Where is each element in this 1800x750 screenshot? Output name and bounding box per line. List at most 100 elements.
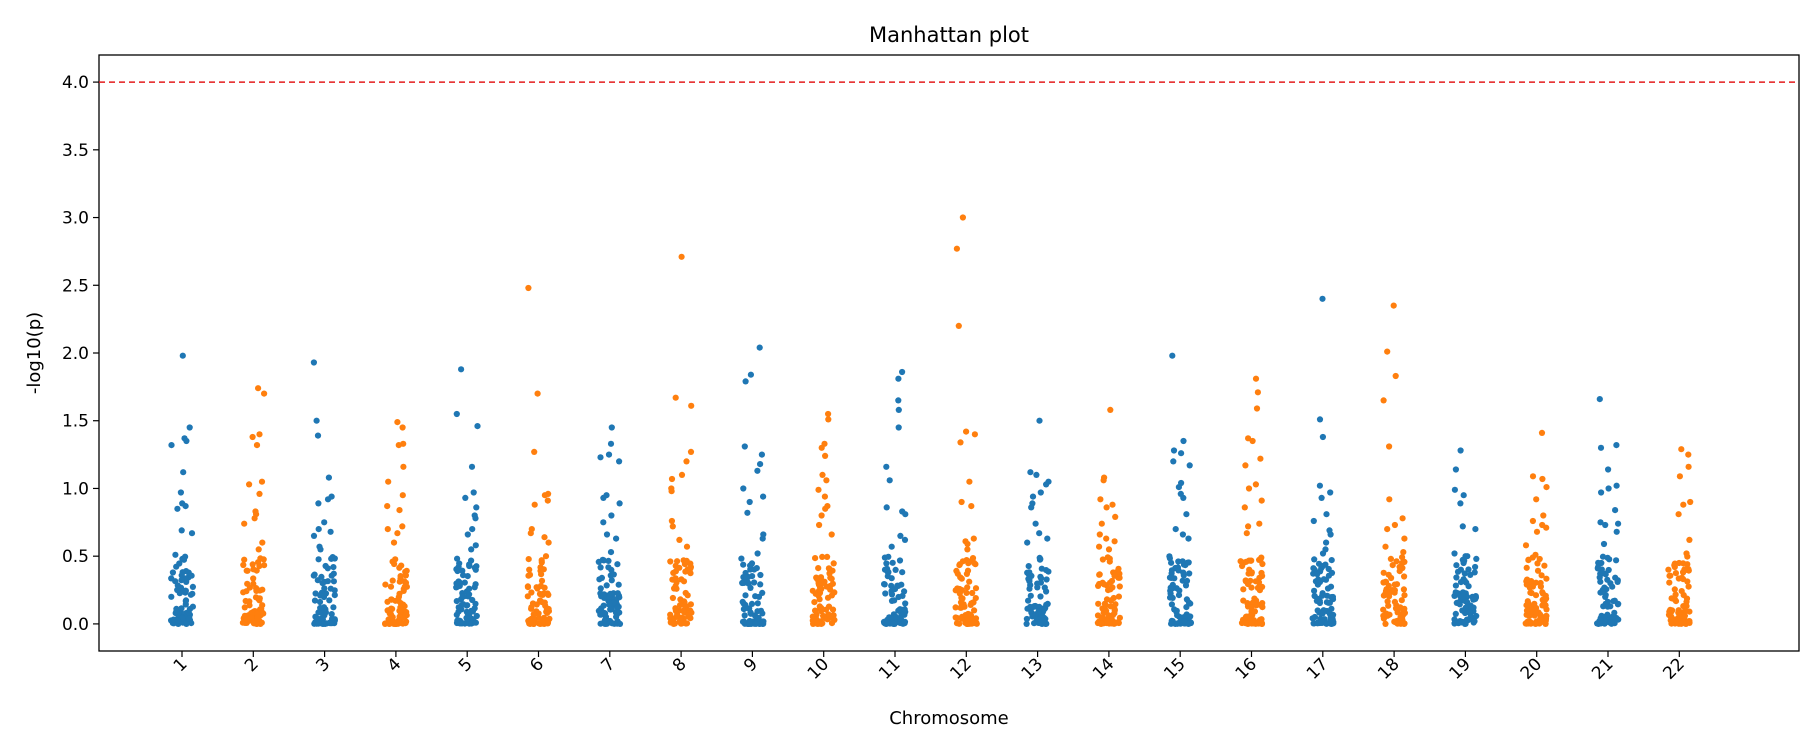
data-point-chr5 bbox=[461, 579, 468, 586]
data-point-chr14 bbox=[1107, 597, 1115, 604]
data-point-chr10 bbox=[825, 565, 833, 572]
data-point-chr3 bbox=[328, 555, 335, 562]
data-point-chr19 bbox=[1451, 486, 1458, 493]
data-point-chr19 bbox=[1470, 604, 1477, 611]
data-point-chr13 bbox=[1024, 539, 1031, 546]
data-point-chr11 bbox=[901, 618, 908, 626]
data-point-chr19 bbox=[1472, 526, 1479, 533]
data-point-chr6 bbox=[545, 605, 552, 613]
data-point-chr11 bbox=[899, 368, 906, 376]
data-point-chr21 bbox=[1615, 616, 1622, 623]
data-point-chr2 bbox=[250, 575, 257, 582]
data-point-chr7 bbox=[613, 613, 620, 621]
data-point-chr17 bbox=[1319, 562, 1327, 570]
data-point-chr12 bbox=[970, 535, 977, 542]
data-point-chr19 bbox=[1452, 582, 1459, 589]
data-point-chr19 bbox=[1457, 579, 1465, 586]
data-point-chr21 bbox=[1605, 485, 1612, 492]
data-point-chr8 bbox=[680, 607, 687, 614]
data-point-chr18 bbox=[1380, 606, 1387, 613]
data-point-chr5 bbox=[466, 591, 473, 598]
data-point-chr7 bbox=[614, 590, 621, 597]
data-point-chr20 bbox=[1533, 528, 1541, 535]
data-point-chr6 bbox=[541, 492, 549, 499]
data-point-chr9 bbox=[740, 485, 747, 492]
data-point-chr2 bbox=[250, 580, 257, 587]
data-point-chr3 bbox=[310, 532, 318, 540]
data-point-chr13 bbox=[1040, 617, 1047, 624]
data-point-chr16 bbox=[1254, 584, 1261, 592]
data-point-chr12 bbox=[971, 559, 978, 567]
data-point-chr9 bbox=[747, 371, 755, 378]
data-point-chr9 bbox=[755, 593, 763, 601]
data-point-chr13 bbox=[1037, 489, 1044, 496]
data-point-chr1 bbox=[182, 597, 190, 604]
x-tick-label: 14 bbox=[1089, 654, 1118, 683]
y-tick-label: 3.0 bbox=[62, 209, 89, 229]
data-point-chr13 bbox=[1038, 575, 1045, 582]
data-point-chr17 bbox=[1311, 592, 1318, 600]
data-point-chr5 bbox=[473, 563, 480, 570]
data-point-chr17 bbox=[1319, 550, 1327, 557]
data-point-chr8 bbox=[683, 620, 691, 627]
data-point-chr7 bbox=[606, 601, 613, 608]
data-point-chr7 bbox=[607, 590, 614, 598]
data-point-chr13 bbox=[1043, 481, 1050, 488]
data-point-chr20 bbox=[1543, 484, 1550, 491]
data-point-chr12 bbox=[969, 555, 977, 562]
data-point-chr16 bbox=[1254, 389, 1261, 396]
data-point-chr17 bbox=[1310, 565, 1317, 572]
data-point-chr9 bbox=[751, 566, 758, 573]
data-point-chr13 bbox=[1028, 504, 1035, 511]
data-point-chr2 bbox=[255, 385, 262, 392]
data-point-chr14 bbox=[1116, 570, 1123, 577]
data-point-chr16 bbox=[1244, 600, 1251, 607]
data-point-chr3 bbox=[313, 417, 320, 424]
data-point-chr2 bbox=[261, 390, 268, 397]
data-point-chr11 bbox=[889, 559, 896, 566]
data-point-chr16 bbox=[1252, 375, 1260, 382]
data-point-chr9 bbox=[758, 451, 766, 458]
data-point-chr21 bbox=[1612, 507, 1619, 514]
data-point-chr12 bbox=[964, 546, 971, 553]
data-point-chr20 bbox=[1542, 596, 1549, 604]
data-point-chr5 bbox=[459, 567, 466, 574]
data-point-chr18 bbox=[1401, 605, 1408, 612]
data-point-chr17 bbox=[1323, 607, 1330, 615]
data-point-chr17 bbox=[1318, 619, 1325, 626]
data-point-chr12 bbox=[969, 589, 976, 597]
data-point-chr12 bbox=[959, 214, 967, 221]
data-point-chr9 bbox=[746, 498, 753, 506]
data-point-chr17 bbox=[1315, 576, 1322, 583]
data-point-chr12 bbox=[957, 439, 964, 446]
data-point-chr1 bbox=[186, 615, 193, 622]
data-point-chr20 bbox=[1528, 589, 1535, 597]
data-point-chr8 bbox=[672, 575, 679, 582]
data-point-chr13 bbox=[1027, 469, 1034, 476]
data-point-chr6 bbox=[545, 539, 552, 546]
data-point-chr19 bbox=[1473, 612, 1480, 620]
data-point-chr14 bbox=[1095, 600, 1102, 607]
data-point-chr4 bbox=[396, 564, 403, 571]
data-point-chr10 bbox=[809, 613, 816, 620]
data-point-chr4 bbox=[384, 526, 391, 533]
data-point-chr1 bbox=[178, 572, 185, 579]
data-point-chr16 bbox=[1253, 405, 1261, 412]
data-point-chr10 bbox=[828, 592, 836, 599]
data-point-chr14 bbox=[1107, 406, 1114, 413]
data-point-chr22 bbox=[1683, 603, 1690, 610]
data-point-chr11 bbox=[890, 620, 897, 628]
data-point-chr22 bbox=[1686, 536, 1693, 544]
data-point-chr22 bbox=[1676, 473, 1683, 480]
data-point-chr21 bbox=[1606, 556, 1613, 563]
data-point-chr19 bbox=[1453, 562, 1460, 569]
data-point-chr14 bbox=[1105, 612, 1112, 619]
data-point-chr10 bbox=[829, 606, 837, 613]
data-point-chr12 bbox=[958, 498, 965, 506]
data-point-chr11 bbox=[897, 532, 904, 540]
data-point-chr19 bbox=[1467, 571, 1474, 579]
data-point-chr2 bbox=[258, 478, 266, 485]
data-point-chr20 bbox=[1537, 583, 1544, 590]
data-point-chr9 bbox=[743, 574, 750, 581]
